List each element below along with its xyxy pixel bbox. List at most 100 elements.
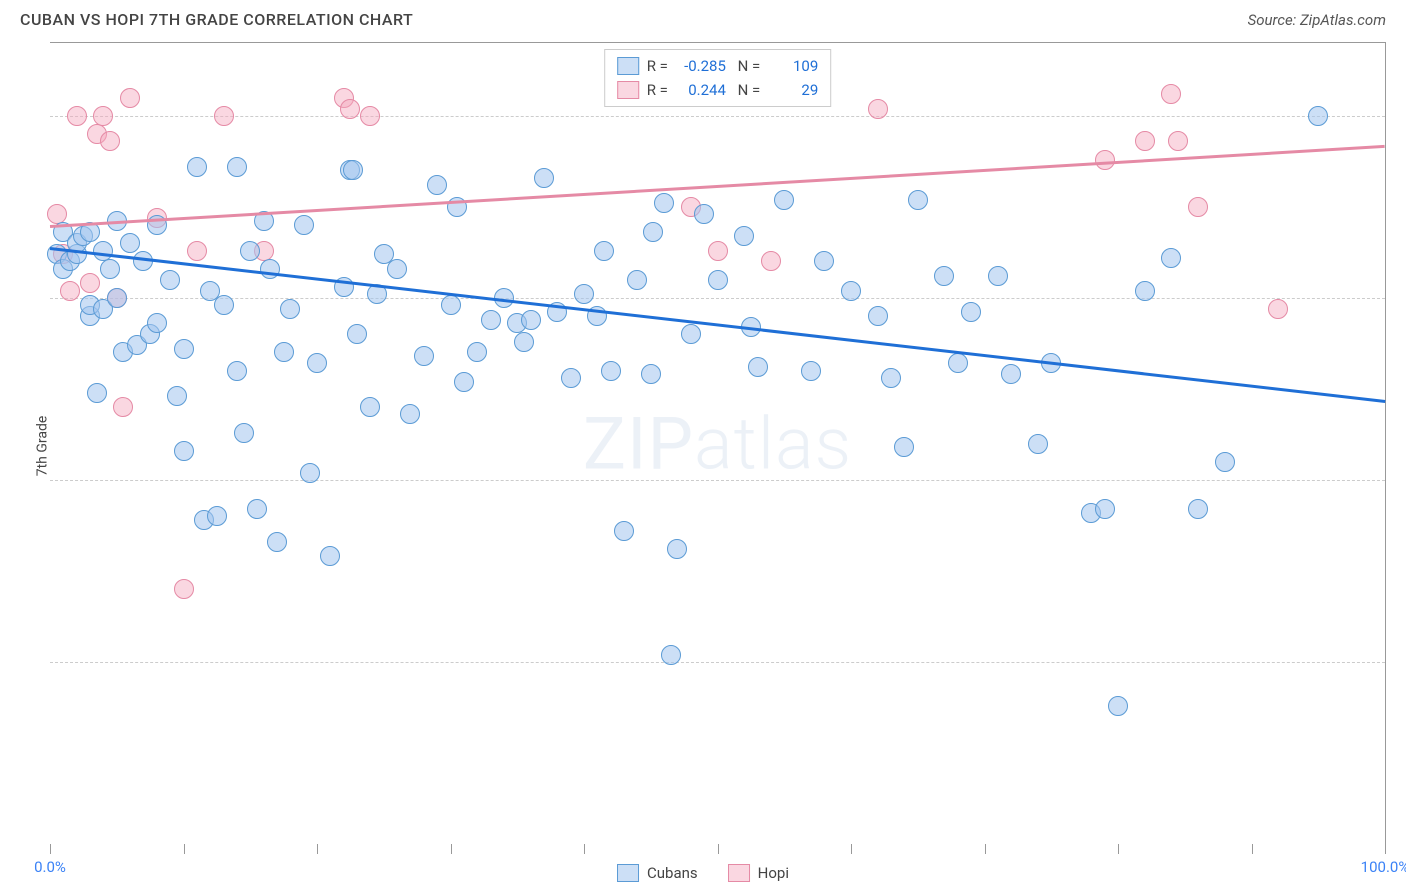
data-point-cubans xyxy=(133,251,153,271)
data-point-cubans xyxy=(748,357,768,377)
data-point-cubans xyxy=(247,499,267,519)
data-point-hopi xyxy=(340,99,360,119)
data-point-cubans xyxy=(1188,499,1208,519)
data-point-cubans xyxy=(801,361,821,381)
data-point-cubans xyxy=(988,266,1008,286)
legend-item-cubans: Cubans xyxy=(617,864,698,882)
data-point-cubans xyxy=(908,190,928,210)
x-tick xyxy=(1252,844,1253,854)
swatch-cubans xyxy=(617,864,639,882)
data-point-cubans xyxy=(167,386,187,406)
x-tick xyxy=(1118,844,1119,854)
r-value-cubans: -0.285 xyxy=(676,54,726,78)
data-point-hopi xyxy=(174,579,194,599)
chart-header: CUBAN VS HOPI 7TH GRADE CORRELATION CHAR… xyxy=(0,0,1406,37)
scatter-chart: ZIPatlas R = -0.285 N = 109 R = 0.244 N … xyxy=(50,42,1386,844)
data-point-cubans xyxy=(614,521,634,541)
gridline xyxy=(50,116,1385,117)
legend-row-cubans: R = -0.285 N = 109 xyxy=(617,54,819,78)
data-point-cubans xyxy=(601,361,621,381)
data-point-cubans xyxy=(307,353,327,373)
trend-line-hopi xyxy=(50,145,1385,228)
data-point-cubans xyxy=(934,266,954,286)
data-point-cubans xyxy=(948,353,968,373)
swatch-hopi xyxy=(617,81,639,99)
data-point-cubans xyxy=(1108,696,1128,716)
x-tick xyxy=(1385,844,1386,854)
data-point-cubans xyxy=(387,259,407,279)
data-point-cubans xyxy=(627,270,647,290)
data-point-cubans xyxy=(481,310,501,330)
data-point-cubans xyxy=(1028,434,1048,454)
watermark: ZIPatlas xyxy=(583,401,852,486)
data-point-cubans xyxy=(100,259,120,279)
data-point-cubans xyxy=(93,241,113,261)
data-point-cubans xyxy=(1135,281,1155,301)
data-point-cubans xyxy=(343,160,363,180)
data-point-cubans xyxy=(107,288,127,308)
data-point-hopi xyxy=(1095,150,1115,170)
data-point-cubans xyxy=(320,546,340,566)
data-point-hopi xyxy=(1188,197,1208,217)
chart-title: CUBAN VS HOPI 7TH GRADE CORRELATION CHAR… xyxy=(20,10,413,29)
data-point-cubans xyxy=(234,423,254,443)
data-point-cubans xyxy=(227,157,247,177)
data-point-cubans xyxy=(147,313,167,333)
data-point-cubans xyxy=(360,397,380,417)
data-point-hopi xyxy=(120,88,140,108)
y-axis-label: 7th Grade xyxy=(34,416,50,477)
data-point-cubans xyxy=(514,332,534,352)
data-point-cubans xyxy=(174,441,194,461)
data-point-hopi xyxy=(1161,84,1181,104)
swatch-hopi xyxy=(728,864,750,882)
x-tick xyxy=(851,844,852,854)
x-tick xyxy=(718,844,719,854)
stats-legend: R = -0.285 N = 109 R = 0.244 N = 29 xyxy=(604,49,832,107)
data-point-cubans xyxy=(774,190,794,210)
n-label: N = xyxy=(734,78,760,102)
data-point-hopi xyxy=(100,131,120,151)
data-point-cubans xyxy=(454,372,474,392)
x-tick xyxy=(50,844,51,854)
y-tick-label: 85.0% xyxy=(1395,653,1406,671)
data-point-hopi xyxy=(93,106,113,126)
data-point-hopi xyxy=(761,251,781,271)
data-point-cubans xyxy=(661,645,681,665)
data-point-cubans xyxy=(641,364,661,384)
chart-source: Source: ZipAtlas.com xyxy=(1248,11,1386,29)
data-point-cubans xyxy=(1095,499,1115,519)
r-value-hopi: 0.244 xyxy=(676,78,726,102)
data-point-cubans xyxy=(521,310,541,330)
data-point-hopi xyxy=(1168,131,1188,151)
data-point-cubans xyxy=(643,222,663,242)
y-tick-label: 90.0% xyxy=(1395,471,1406,489)
data-point-cubans xyxy=(654,193,674,213)
data-point-cubans xyxy=(1308,106,1328,126)
data-point-cubans xyxy=(174,339,194,359)
gridline xyxy=(50,298,1385,299)
gridline xyxy=(50,662,1385,663)
n-value-cubans: 109 xyxy=(768,54,818,78)
data-point-cubans xyxy=(574,284,594,304)
data-point-cubans xyxy=(868,306,888,326)
data-point-cubans xyxy=(1161,248,1181,268)
data-point-cubans xyxy=(594,241,614,261)
data-point-cubans xyxy=(467,342,487,362)
data-point-hopi xyxy=(708,241,728,261)
data-point-cubans xyxy=(708,270,728,290)
data-point-hopi xyxy=(360,106,380,126)
data-point-cubans xyxy=(347,324,367,344)
data-point-cubans xyxy=(841,281,861,301)
legend-row-hopi: R = 0.244 N = 29 xyxy=(617,78,819,102)
data-point-cubans xyxy=(120,233,140,253)
x-tick xyxy=(317,844,318,854)
data-point-cubans xyxy=(694,204,714,224)
data-point-cubans xyxy=(300,463,320,483)
data-point-cubans xyxy=(414,346,434,366)
x-tick xyxy=(451,844,452,854)
data-point-cubans xyxy=(400,404,420,424)
x-tick xyxy=(584,844,585,854)
gridline xyxy=(50,480,1385,481)
data-point-cubans xyxy=(240,241,260,261)
data-point-cubans xyxy=(667,539,687,559)
